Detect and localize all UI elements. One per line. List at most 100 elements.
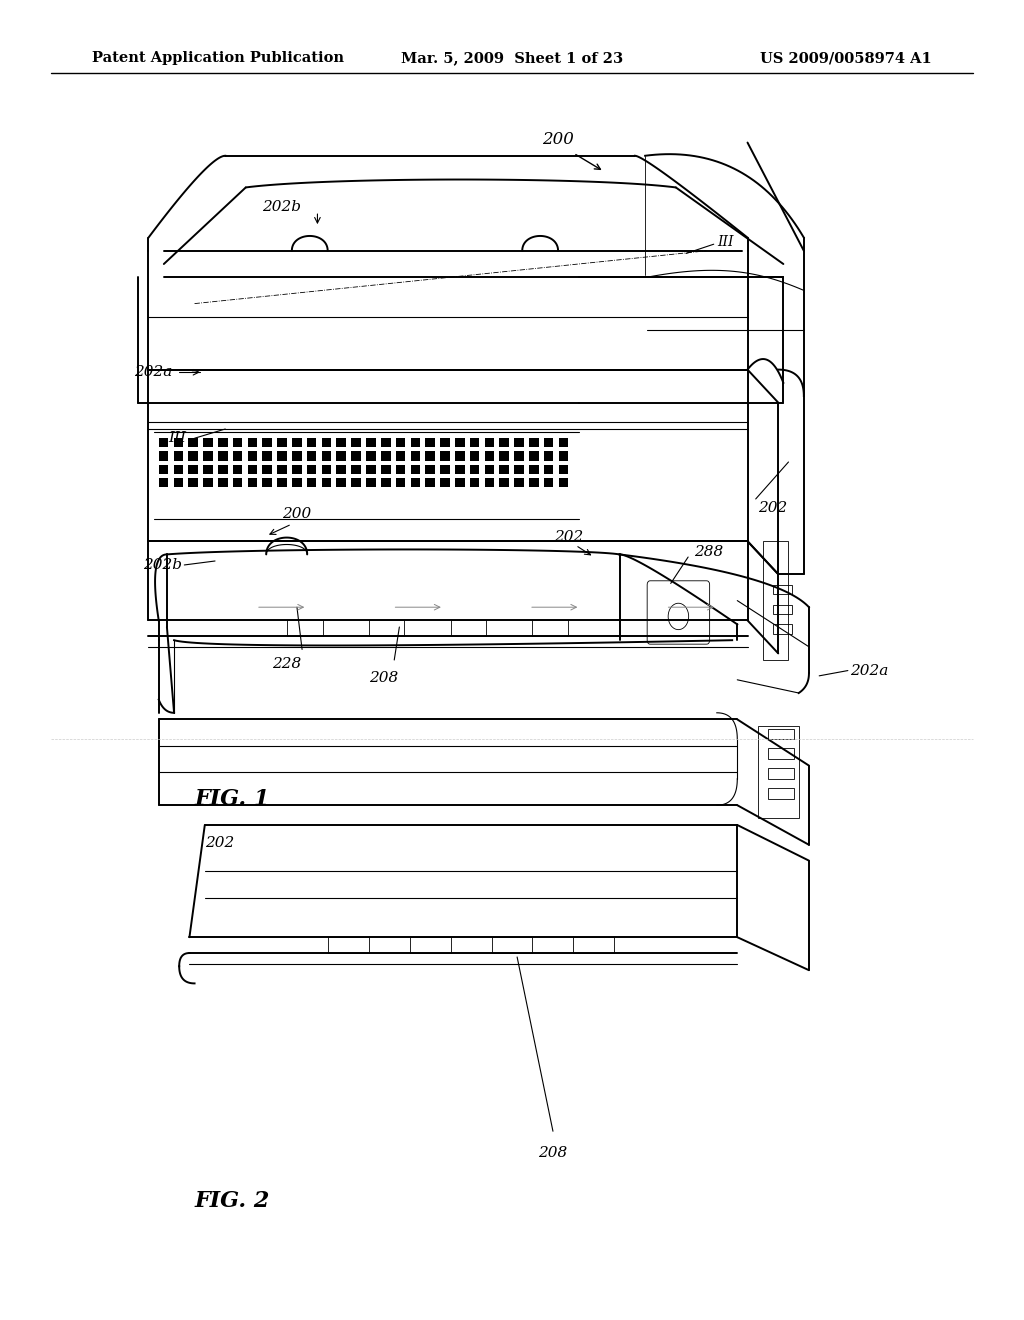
Bar (773, 624, 792, 634)
Bar (367, 451, 376, 461)
Bar (337, 451, 346, 461)
Bar (425, 438, 435, 447)
Bar (218, 451, 227, 461)
Bar (159, 438, 168, 447)
Bar (292, 478, 302, 487)
Bar (278, 438, 287, 447)
Bar (440, 438, 450, 447)
Text: III: III (717, 235, 733, 248)
Bar (395, 465, 406, 474)
Bar (395, 451, 406, 461)
Bar (544, 478, 553, 487)
Bar (188, 478, 198, 487)
Bar (248, 451, 257, 461)
Bar (768, 748, 794, 759)
Text: 202: 202 (758, 502, 787, 515)
Bar (470, 478, 479, 487)
Bar (159, 478, 168, 487)
Bar (307, 451, 316, 461)
Bar (559, 438, 568, 447)
Bar (292, 451, 302, 461)
Bar (559, 465, 568, 474)
Bar (544, 465, 553, 474)
Bar (322, 451, 332, 461)
Bar (529, 478, 539, 487)
Bar (322, 438, 332, 447)
Bar (203, 478, 213, 487)
Bar (173, 465, 183, 474)
Bar (203, 465, 213, 474)
Bar (500, 451, 509, 461)
Bar (470, 438, 479, 447)
Bar (203, 451, 213, 461)
Bar (232, 465, 243, 474)
Bar (159, 465, 168, 474)
Bar (514, 438, 524, 447)
Bar (381, 465, 390, 474)
Bar (278, 478, 287, 487)
Bar (337, 478, 346, 487)
Bar (232, 478, 243, 487)
Bar (451, 620, 486, 636)
Bar (440, 478, 450, 487)
Bar (455, 451, 465, 461)
Bar (188, 465, 198, 474)
Bar (395, 438, 406, 447)
Text: US 2009/0058974 A1: US 2009/0058974 A1 (760, 51, 932, 65)
Bar (440, 465, 450, 474)
Bar (322, 465, 332, 474)
Bar (484, 438, 495, 447)
Bar (455, 465, 465, 474)
Text: 200: 200 (283, 507, 311, 521)
Bar (514, 451, 524, 461)
Bar (381, 478, 390, 487)
Bar (351, 465, 360, 474)
Bar (425, 465, 435, 474)
Bar (758, 726, 799, 818)
Bar (763, 541, 788, 660)
Bar (500, 465, 509, 474)
Bar (773, 585, 792, 594)
Bar (768, 768, 794, 779)
Bar (455, 478, 465, 487)
Bar (218, 438, 227, 447)
Text: 202b: 202b (262, 201, 301, 214)
Bar (307, 438, 316, 447)
Text: Mar. 5, 2009  Sheet 1 of 23: Mar. 5, 2009 Sheet 1 of 23 (401, 51, 623, 65)
Bar (514, 478, 524, 487)
Bar (262, 478, 272, 487)
Bar (768, 729, 794, 739)
Bar (337, 438, 346, 447)
Bar (203, 438, 213, 447)
Bar (573, 937, 614, 953)
Bar (544, 438, 553, 447)
Bar (278, 465, 287, 474)
Text: III: III (168, 432, 186, 445)
Bar (337, 465, 346, 474)
Text: 202: 202 (554, 529, 583, 544)
Bar (351, 451, 360, 461)
Bar (262, 451, 272, 461)
Bar (411, 438, 420, 447)
Bar (484, 478, 495, 487)
Bar (328, 937, 369, 953)
Bar (410, 937, 451, 953)
Bar (218, 478, 227, 487)
Bar (395, 478, 406, 487)
Bar (248, 465, 257, 474)
Bar (559, 478, 568, 487)
Bar (188, 451, 198, 461)
Bar (287, 620, 323, 636)
Bar (322, 478, 332, 487)
Text: 202a: 202a (134, 366, 172, 379)
Bar (307, 465, 316, 474)
Bar (411, 465, 420, 474)
Bar (262, 438, 272, 447)
Bar (367, 438, 376, 447)
Bar (500, 478, 509, 487)
Bar (411, 478, 420, 487)
Bar (484, 451, 495, 461)
Bar (529, 451, 539, 461)
Bar (173, 478, 183, 487)
Text: 208: 208 (539, 1146, 567, 1160)
